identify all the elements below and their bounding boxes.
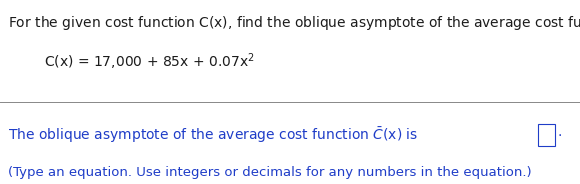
Text: (Type an equation. Use integers or decimals for any numbers in the equation.): (Type an equation. Use integers or decim… <box>8 166 531 179</box>
Text: .: . <box>557 125 561 139</box>
Text: The oblique asymptote of the average cost function $\bar{C}$(x) is: The oblique asymptote of the average cos… <box>8 125 419 145</box>
Text: For the given cost function C(x), find the oblique asymptote of the average cost: For the given cost function C(x), find t… <box>8 13 580 33</box>
Text: C(x) = 17,000 + 85x + 0.07x$^{2}$: C(x) = 17,000 + 85x + 0.07x$^{2}$ <box>44 52 255 72</box>
Bar <box>538 124 555 146</box>
